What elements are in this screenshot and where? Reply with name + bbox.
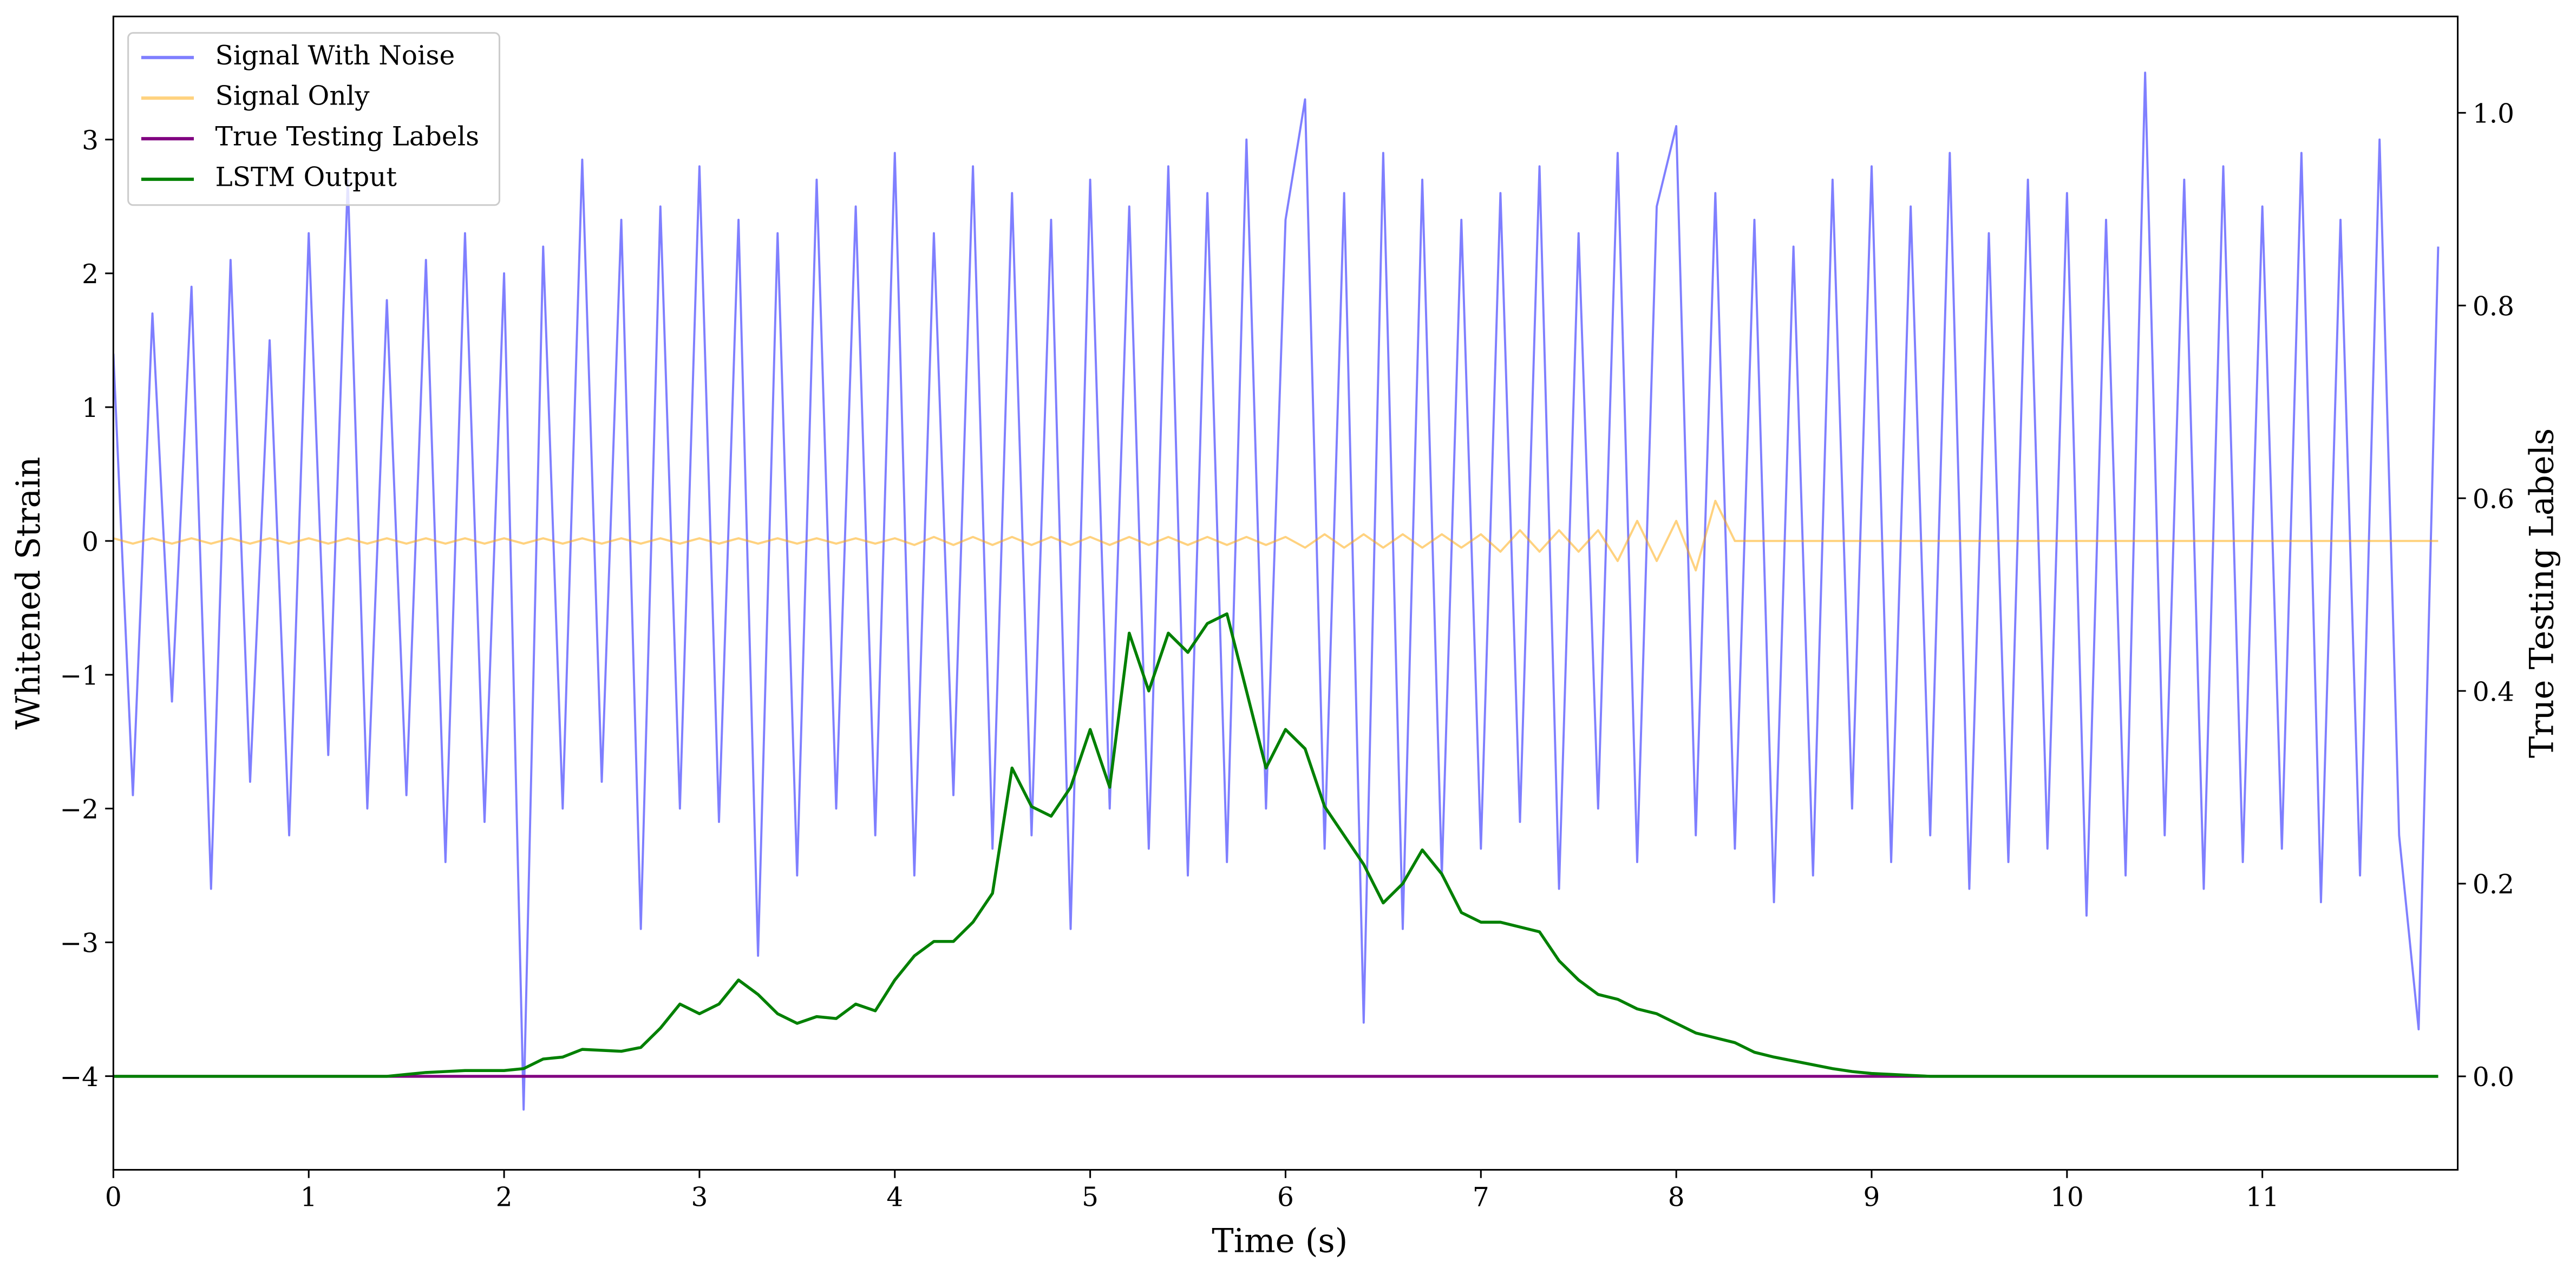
x-tick-label: 9 [1864,1182,1880,1212]
x-tick-label: 4 [886,1182,903,1212]
legend-label: Signal With Noise [215,41,455,71]
y-tick-label: −4 [60,1062,99,1093]
series-line [113,71,2440,1111]
y2-tick-label: 0.0 [2473,1062,2514,1093]
x-tick-label: 11 [2246,1182,2279,1212]
y2-tick-label: 0.6 [2473,484,2514,514]
y2-tick-label: 0.2 [2473,870,2514,900]
x-axis-label: Time (s) [1212,1222,1348,1260]
x-tick-label: 1 [300,1182,317,1212]
y-tick-label: 0 [82,527,99,557]
x-tick-label: 2 [496,1182,513,1212]
y-tick-label: −3 [60,929,99,959]
y-tick-label: 1 [82,393,99,423]
x-tick-label: 0 [105,1182,122,1212]
x-tick-label: 5 [1082,1182,1099,1212]
x-tick-label: 3 [691,1182,708,1212]
series-line [113,500,2438,572]
y-axis-label: Whitened Strain [10,457,48,730]
series-line [113,612,2438,1078]
legend-box [127,32,500,206]
x-tick-label: 8 [1668,1182,1685,1212]
legend-label: True Testing Labels [215,122,480,152]
y-tick-label: 2 [82,259,99,290]
y-tick-label: −2 [60,795,99,825]
y2-tick-label: 0.8 [2473,291,2514,322]
legend-label: Signal Only [215,81,370,112]
plot-frame [112,15,2459,1171]
legend-label: LSTM Output [215,162,397,193]
y-tick-label: 3 [82,126,99,156]
x-tick-label: 7 [1473,1182,1489,1212]
x-tick-label: 10 [2050,1182,2084,1212]
y2-tick-label: 0.4 [2473,677,2514,707]
y2-axis-label: True Testing Labels [2523,428,2561,758]
x-tick-label: 6 [1277,1182,1294,1212]
y-tick-label: −1 [60,661,99,691]
y2-tick-label: 1.0 [2473,99,2514,129]
